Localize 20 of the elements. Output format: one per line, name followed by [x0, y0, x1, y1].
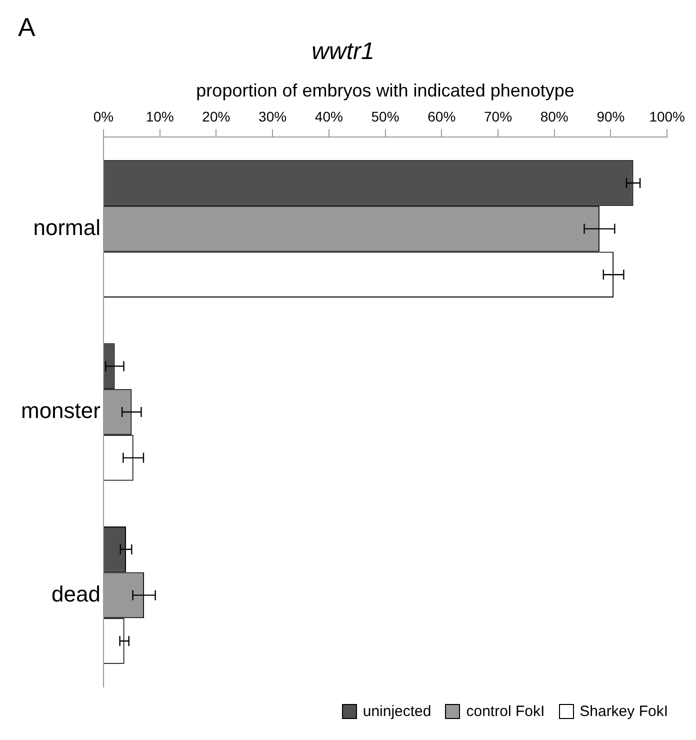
y-tick-label: dead: [52, 581, 100, 606]
x-tick-label: 90%: [596, 108, 625, 125]
y-tick-label: normal: [33, 214, 100, 240]
chart-title: wwtr1: [312, 38, 374, 66]
x-tick-label: 30%: [258, 108, 287, 125]
x-tick-label: 50%: [371, 108, 400, 125]
x-tick-label: 70%: [484, 108, 512, 125]
x-axis-title: proportion of embryos with indicated phenotype: [196, 80, 574, 101]
text: Sharkey FokI: [580, 703, 668, 720]
legend-label: uninjected: [362, 703, 432, 720]
x-tick-label: 10%: [146, 108, 174, 125]
x-tick-label: 60%: [428, 108, 456, 125]
x-tick-label: 80%: [540, 108, 568, 125]
legend-label: control FokI: [466, 703, 545, 720]
text: A: [18, 12, 36, 42]
x-tick-label: 0%: [93, 108, 114, 125]
x-tick-label: 20%: [202, 108, 230, 125]
x-tick-label: 40%: [314, 108, 343, 125]
x-tick-label: 100%: [649, 108, 686, 125]
y-tick-label: monster: [20, 398, 100, 424]
